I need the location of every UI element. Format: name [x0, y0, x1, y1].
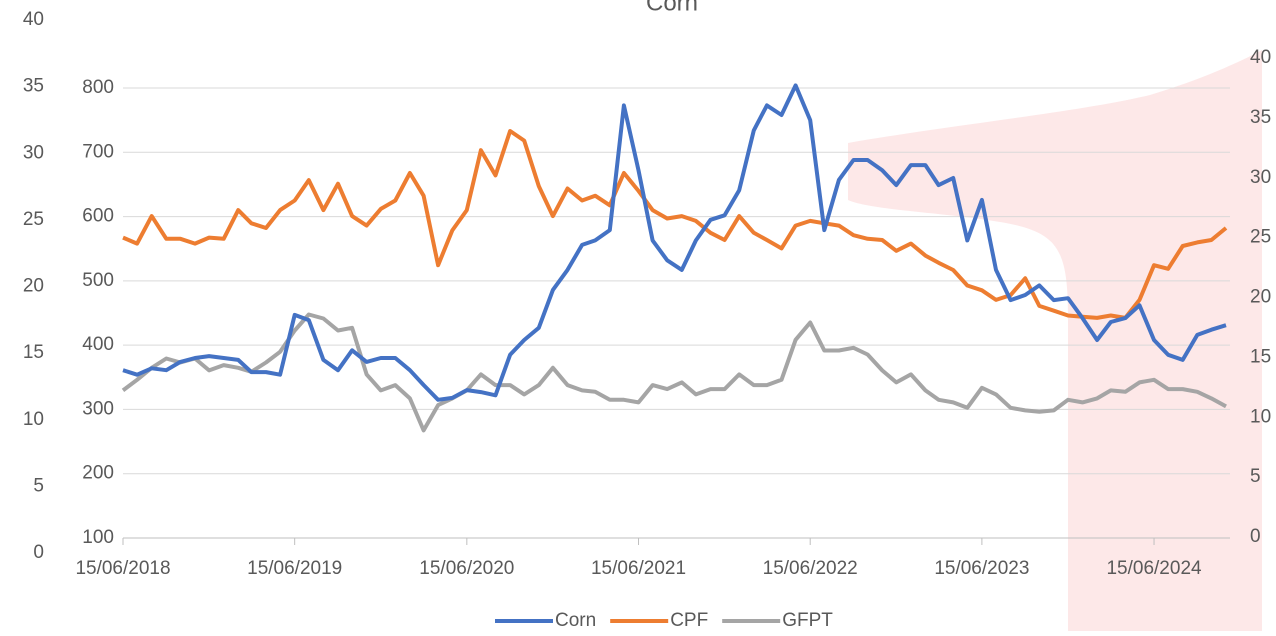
x-tick-label: 15/06/2018 [75, 558, 170, 579]
x-tick-label: 15/06/2022 [763, 558, 858, 579]
y-tick-label: 700 [82, 141, 114, 162]
y2-tick-label: 35 [1250, 107, 1271, 128]
y3-tick-label: 20 [23, 276, 44, 297]
y-tick-label: 200 [82, 463, 114, 484]
legend-label: GFPT [782, 610, 833, 631]
chart-title: Corn [646, 0, 698, 16]
y2-tick-label: 40 [1250, 47, 1271, 68]
y2-tick-label: 5 [1250, 466, 1261, 487]
y2-tick-label: 30 [1250, 167, 1271, 188]
y2-tick-label: 15 [1250, 346, 1271, 367]
y3-tick-label: 30 [23, 142, 44, 163]
y-tick-label: 500 [82, 270, 114, 291]
y2-tick-label: 25 [1250, 227, 1271, 248]
y2-tick-label: 10 [1250, 406, 1271, 427]
y-tick-label: 300 [82, 398, 114, 419]
y-tick-label: 100 [82, 527, 114, 548]
y3-tick-label: 40 [23, 9, 44, 30]
y3-tick-label: 5 [33, 475, 44, 496]
x-tick-label: 15/06/2024 [1106, 558, 1202, 579]
y3-tick-label: 35 [23, 76, 44, 97]
series-line [122, 129, 1228, 320]
x-tick-label: 15/06/2023 [934, 558, 1029, 579]
y3-tick-label: 25 [23, 209, 44, 230]
legend-label: CPF [670, 610, 708, 631]
series-line [122, 83, 1227, 402]
y2-tick-label: 20 [1250, 287, 1271, 308]
y-tick-label: 400 [82, 334, 114, 355]
y-tick-label: 800 [82, 77, 114, 98]
x-tick-label: 15/06/2019 [247, 558, 342, 579]
y3-tick-label: 0 [33, 542, 44, 563]
x-tick-label: 15/06/2021 [591, 558, 686, 579]
y2-tick-label: 0 [1250, 526, 1261, 547]
x-tick-label: 15/06/2020 [419, 558, 514, 579]
y3-tick-label: 10 [23, 409, 44, 430]
highlight-shade [848, 50, 1262, 631]
series-line [121, 312, 1227, 433]
legend-label: Corn [555, 610, 596, 631]
y3-tick-label: 15 [23, 342, 44, 363]
y-tick-label: 600 [82, 206, 114, 227]
